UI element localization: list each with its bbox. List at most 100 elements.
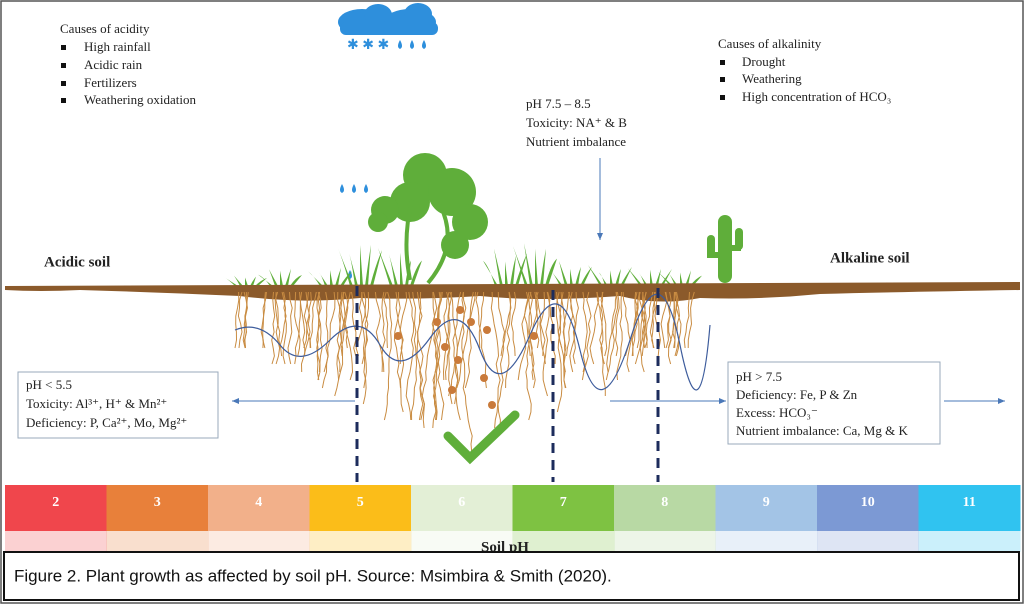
root xyxy=(542,291,551,397)
scale-step xyxy=(208,485,310,531)
root xyxy=(644,291,654,349)
root xyxy=(556,291,566,389)
grass-blade xyxy=(524,243,533,286)
grass-blade xyxy=(588,264,603,286)
grass-blade xyxy=(319,272,328,286)
grass-blade xyxy=(290,274,302,286)
root xyxy=(596,291,606,396)
grass-blade xyxy=(658,271,673,286)
grass-blade xyxy=(340,271,352,286)
alkaline-box xyxy=(727,361,941,445)
scale-fade xyxy=(411,531,513,552)
scale-step xyxy=(918,485,1021,531)
acidity-item: High rainfall xyxy=(84,39,151,54)
root xyxy=(607,291,619,373)
root xyxy=(416,291,425,421)
grass-blade xyxy=(335,267,341,286)
grass-blade xyxy=(280,270,283,286)
grass-blade xyxy=(639,273,648,286)
root xyxy=(517,291,529,381)
acidic-label: Acidic soil xyxy=(44,254,110,270)
scale-fade xyxy=(309,531,412,552)
root xyxy=(275,291,281,365)
cloud-icon: ✱ ✱ ✱ xyxy=(338,3,438,279)
grass-blade xyxy=(378,248,393,286)
grass-blade xyxy=(250,276,256,286)
grass-blade xyxy=(370,250,382,286)
root xyxy=(641,291,647,357)
soil xyxy=(5,282,1020,302)
grass-blade xyxy=(513,246,528,286)
root xyxy=(316,291,321,381)
scale-fade xyxy=(208,531,310,552)
scale-fade xyxy=(512,531,615,552)
grass-blade xyxy=(628,268,643,286)
root xyxy=(615,291,620,357)
root xyxy=(340,291,354,381)
acidity-item: Weathering oxidation xyxy=(84,92,196,107)
root xyxy=(416,291,424,421)
grass-blade xyxy=(535,248,538,286)
root xyxy=(449,291,467,405)
box-line: pH > 7.5 xyxy=(736,369,782,384)
root xyxy=(431,291,439,421)
scale-fade xyxy=(5,531,107,552)
scale-number: 3 xyxy=(154,495,161,510)
root xyxy=(638,291,646,349)
acidic-box xyxy=(17,371,219,439)
scale-fade xyxy=(614,531,716,552)
root xyxy=(449,291,461,421)
root xyxy=(393,291,401,389)
root xyxy=(432,291,442,421)
scale-step xyxy=(309,485,412,531)
root xyxy=(395,291,405,413)
alkaline-label: Alkaline soil xyxy=(830,250,910,266)
acidity-title: Causes of acidity xyxy=(60,21,150,36)
scale-step xyxy=(614,485,716,531)
root xyxy=(525,291,533,421)
grass-blade xyxy=(575,266,581,286)
check-mark xyxy=(443,410,520,465)
root xyxy=(641,291,648,349)
grass-blade xyxy=(269,269,278,286)
root xyxy=(616,291,623,381)
nutrients xyxy=(394,306,538,409)
grass-blade xyxy=(580,266,592,286)
root xyxy=(568,291,576,365)
ph-scale: 2 3 4 5 6 7 8 9 10 11 xyxy=(5,485,1021,552)
water-line xyxy=(234,293,711,391)
root xyxy=(582,291,588,373)
root xyxy=(234,291,240,349)
root xyxy=(589,291,600,365)
scale-number: 7 xyxy=(560,495,567,510)
scale-number: 4 xyxy=(255,495,262,510)
grass-blade xyxy=(365,244,371,286)
root xyxy=(294,291,301,357)
root xyxy=(510,291,517,357)
grass-blade xyxy=(223,276,238,286)
root xyxy=(497,291,506,437)
scale-fade xyxy=(715,531,818,552)
grass-blade xyxy=(660,268,672,286)
grass-blade xyxy=(559,261,568,286)
grass-blade xyxy=(258,274,273,286)
note-line: Toxicity: NA⁺ & B xyxy=(526,115,627,130)
scale-step xyxy=(817,485,919,531)
root xyxy=(243,291,248,349)
scale-fade xyxy=(918,531,1021,552)
acidity-item: Acidic rain xyxy=(84,57,143,72)
grass-blade xyxy=(330,270,333,286)
box-line: Excess: HCO₃⁻ xyxy=(736,405,818,420)
root xyxy=(563,291,570,373)
grass-blade xyxy=(410,260,422,286)
root xyxy=(529,291,538,389)
grass-blade xyxy=(494,248,503,286)
root xyxy=(442,291,452,381)
scale-number: 6 xyxy=(458,495,465,510)
scale-number: 9 xyxy=(763,495,770,510)
root xyxy=(478,291,485,349)
scale-number: 5 xyxy=(357,495,364,510)
grass-blade xyxy=(349,252,358,286)
box-line: Deficiency: Fe, P & Zn xyxy=(736,387,858,402)
scale-step xyxy=(715,485,818,531)
